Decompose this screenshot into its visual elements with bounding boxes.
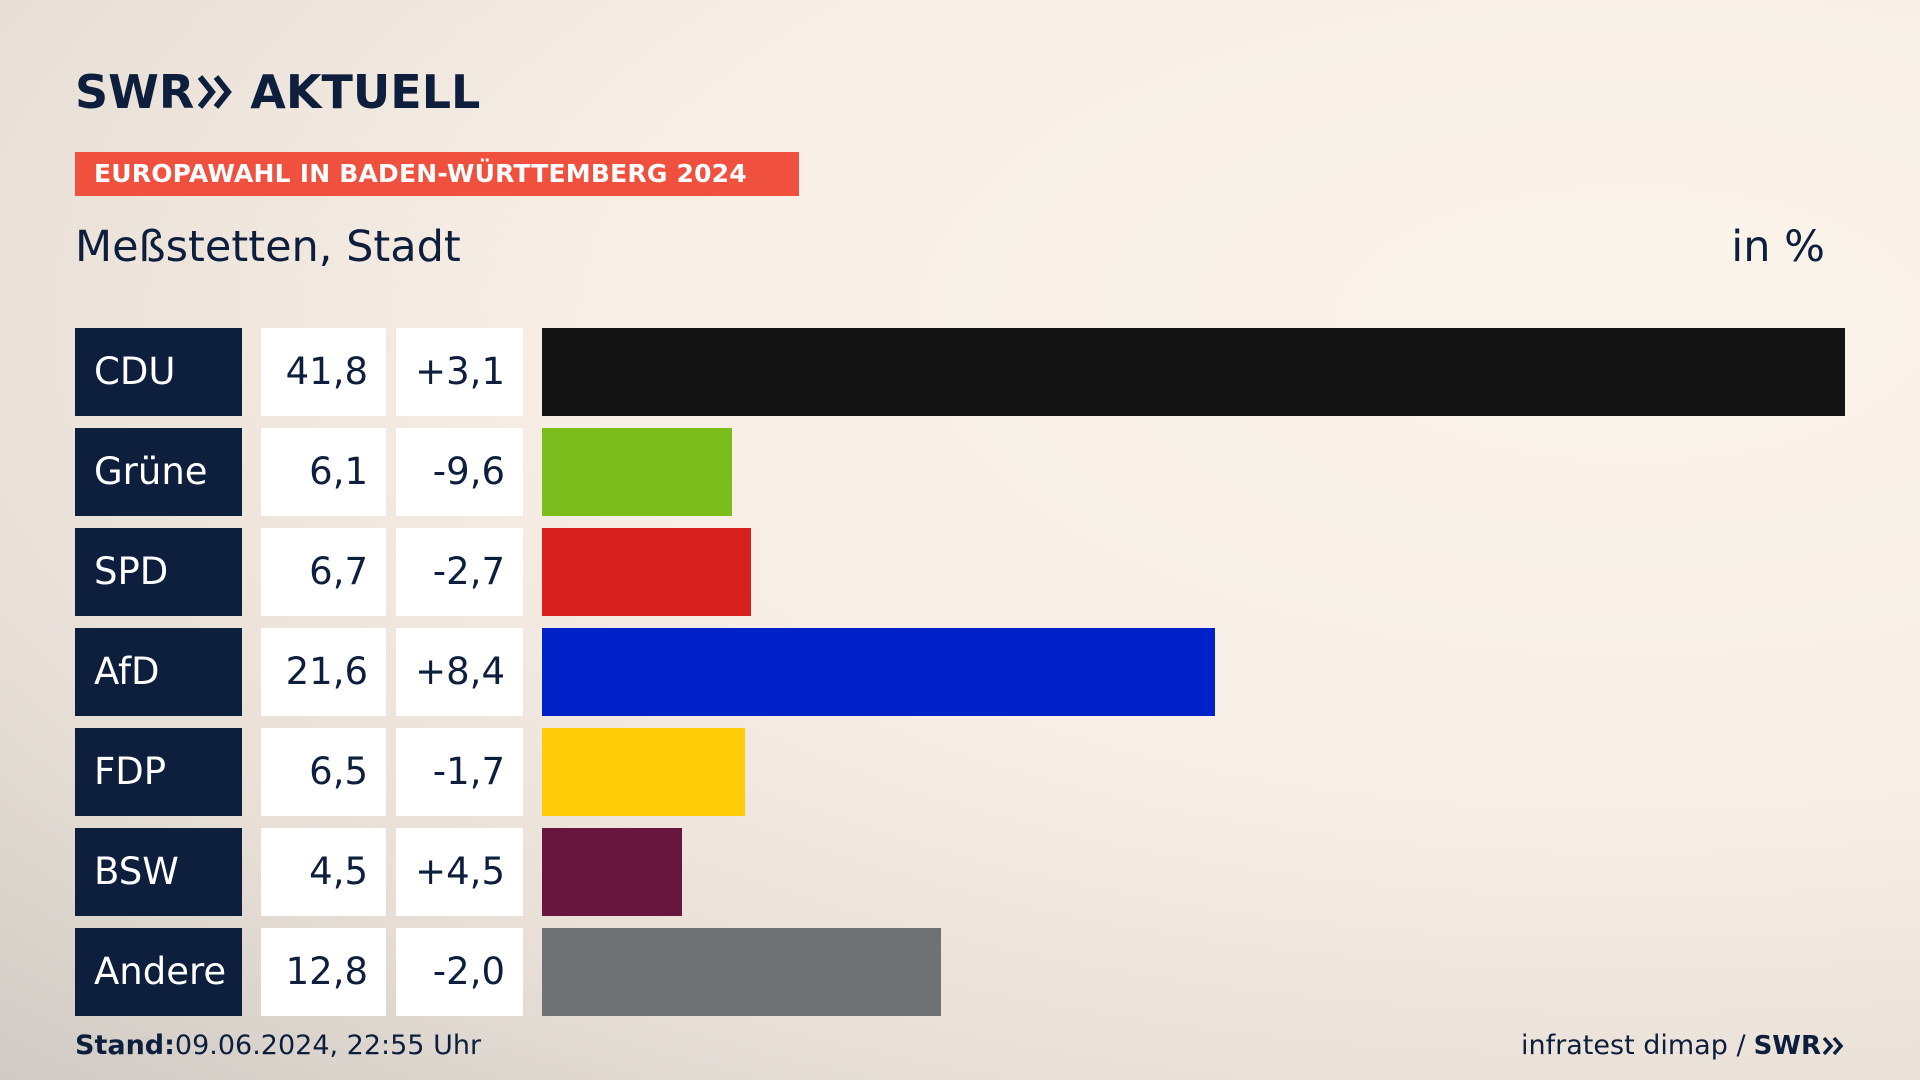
stand-value: 09.06.2024, 22:55 Uhr (174, 1030, 482, 1061)
result-row: BSW 4,5 +4,5 (75, 828, 1845, 916)
swr-aktuell-logo: SWR AKTUELL (75, 62, 480, 122)
party-label: CDU (75, 328, 242, 416)
vote-change-value: +4,5 (396, 828, 523, 916)
result-row: FDP 6,5 -1,7 (75, 728, 1845, 816)
vote-change-value: +8,4 (396, 628, 523, 716)
result-bar (542, 928, 941, 1016)
party-label: FDP (75, 728, 242, 816)
source-swr-logo: SWR (1754, 1031, 1845, 1061)
party-label: Andere (75, 928, 242, 1016)
stand-label: Stand: (75, 1030, 175, 1061)
result-bar (542, 828, 682, 916)
logo-swr-text: SWR (75, 65, 195, 119)
place-title: Meßstetten, Stadt (75, 222, 461, 272)
vote-share-value: 6,1 (261, 428, 386, 516)
vote-share-value: 6,5 (261, 728, 386, 816)
vote-share-value: 12,8 (261, 928, 386, 1016)
unit-label: in % (1731, 222, 1825, 272)
party-label: SPD (75, 528, 242, 616)
timestamp: Stand:09.06.2024, 22:55 Uhr (75, 1030, 481, 1061)
vote-change-value: +3,1 (396, 328, 523, 416)
result-row: SPD 6,7 -2,7 (75, 528, 1845, 616)
result-row: CDU 41,8 +3,1 (75, 328, 1845, 416)
vote-share-value: 41,8 (261, 328, 386, 416)
result-bar (542, 728, 745, 816)
result-row: Grüne 6,1 -9,6 (75, 428, 1845, 516)
small-double-chevron-icon (1823, 1036, 1844, 1055)
result-bar (542, 428, 732, 516)
vote-change-value: -1,7 (396, 728, 523, 816)
vote-share-value: 6,7 (261, 528, 386, 616)
vote-share-value: 4,5 (261, 828, 386, 916)
vote-change-value: -2,7 (396, 528, 523, 616)
vote-share-value: 21,6 (261, 628, 386, 716)
result-bar (542, 528, 751, 616)
party-label: AfD (75, 628, 242, 716)
source-brand-text: SWR (1753, 1030, 1821, 1061)
vote-change-value: -9,6 (396, 428, 523, 516)
party-label: BSW (75, 828, 242, 916)
source-credit: infratest dimap / SWR (1521, 1030, 1845, 1061)
party-label: Grüne (75, 428, 242, 516)
logo-aktuell-text: AKTUELL (250, 65, 481, 119)
result-bar (542, 628, 1215, 716)
result-row: AfD 21,6 +8,4 (75, 628, 1845, 716)
result-bar (542, 328, 1845, 416)
result-row: Andere 12,8 -2,0 (75, 928, 1845, 1016)
election-banner: EUROPAWAHL IN BADEN-WÜRTTEMBERG 2024 (75, 152, 799, 196)
vote-change-value: -2,0 (396, 928, 523, 1016)
source-text: infratest dimap / (1521, 1030, 1746, 1061)
double-chevron-right-icon (198, 74, 236, 110)
